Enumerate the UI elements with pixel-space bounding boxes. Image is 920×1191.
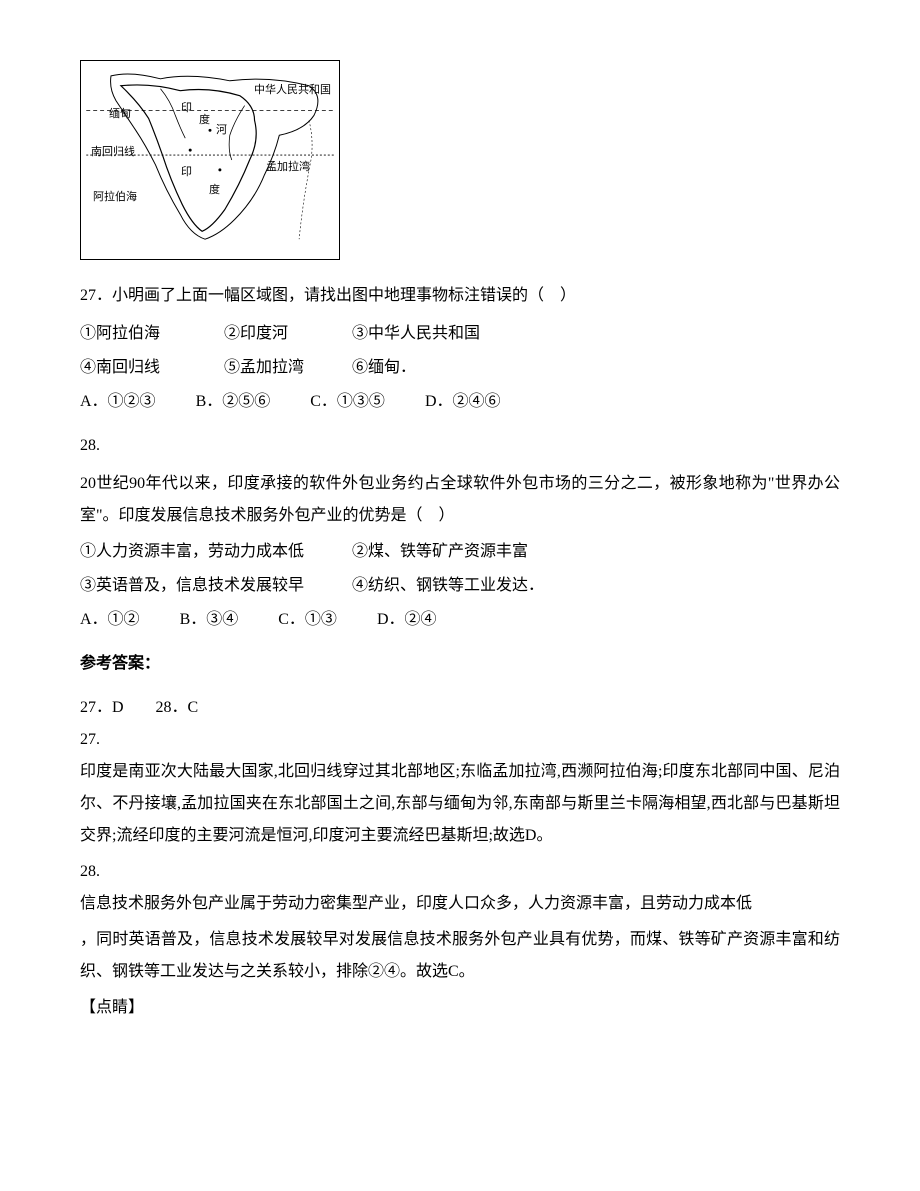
map-label-bengal: 孟加拉湾	[266, 156, 310, 178]
q27-choice-d: D．②④⑥	[425, 386, 501, 418]
a28-num: 28.	[80, 856, 840, 888]
q28-stem: 20世纪90年代以来，印度承接的软件外包业务约占全球软件外包市场的三分之二，被形…	[80, 468, 840, 532]
q27-stem: 27．小明画了上面一幅区域图，请找出图中地理事物标注错误的（ ）	[80, 280, 840, 312]
q27-items-1: ①阿拉伯海 ②印度河 ③中华人民共和国	[80, 318, 840, 350]
q27-choice-c: C．①③⑤	[310, 386, 385, 418]
q28-num: 28.	[80, 430, 840, 462]
q28-items-2: ③英语普及，信息技术发展较早 ④纺织、钢铁等工业发达．	[80, 570, 840, 602]
a27-explanation: 印度是南亚次大陆最大国家,北回归线穿过其北部地区;东临孟加拉湾,西濒阿拉伯海;印…	[80, 756, 840, 852]
a28-explanation-1: 信息技术服务外包产业属于劳动力密集型产业，印度人口众多，人力资源丰富，且劳动力成…	[80, 888, 840, 920]
map-label-indus3: 河	[216, 119, 227, 141]
q28-choice-b: B．③④	[180, 604, 239, 636]
q27-choice-b: B．②⑤⑥	[196, 386, 271, 418]
q28-choice-d: D．②④	[377, 604, 437, 636]
india-map-figure: 中华人民共和国 缅甸 印 度 河 南回归线 阿拉伯海 印 度 孟加拉湾	[80, 60, 340, 260]
map-label-india-pre: 印	[181, 161, 192, 183]
map-label-myanmar: 缅甸	[109, 103, 131, 125]
a28-explanation-2: ，同时英语普及，信息技术发展较早对发展信息技术服务外包产业具有优势，而煤、铁等矿…	[80, 924, 840, 988]
q27-items-2: ④南回归线 ⑤孟加拉湾 ⑥缅甸．	[80, 352, 840, 384]
note-heading: 【点睛】	[80, 992, 840, 1024]
map-label-arabian: 阿拉伯海	[93, 186, 137, 208]
a27-num: 27.	[80, 724, 840, 756]
answers-heading: 参考答案：	[80, 648, 840, 680]
map-label-china: 中华人民共和国	[254, 79, 331, 101]
q28-items-1: ①人力资源丰富，劳动力成本低 ②煤、铁等矿产资源丰富	[80, 536, 840, 568]
answers-line: 27．D 28．C	[80, 692, 840, 724]
map-label-indus2: 度	[199, 109, 210, 131]
q28-choice-c: C．①③	[278, 604, 337, 636]
map-label-tropic: 南回归线	[91, 141, 135, 163]
q27-choices: A．①②③ B．②⑤⑥ C．①③⑤ D．②④⑥	[80, 386, 840, 418]
map-label-india: 度	[209, 179, 220, 201]
q28-choice-a: A．①②	[80, 604, 140, 636]
q27-choice-a: A．①②③	[80, 386, 156, 418]
q28-choices: A．①② B．③④ C．①③ D．②④	[80, 604, 840, 636]
map-label-indus1: 印	[181, 97, 192, 119]
